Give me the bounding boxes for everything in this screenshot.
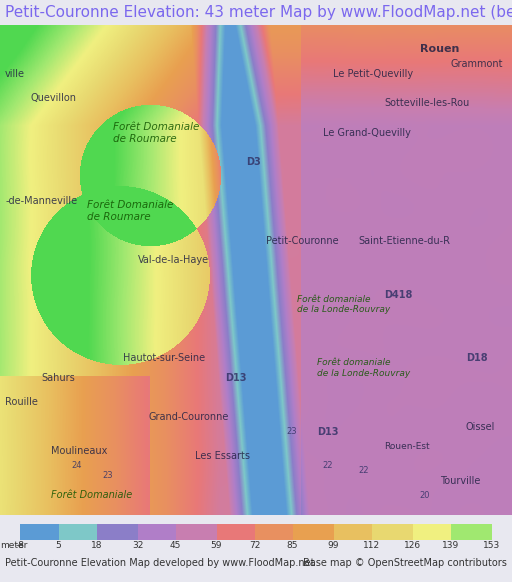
Text: 23: 23 — [102, 471, 113, 480]
Text: Grand-Couronne: Grand-Couronne — [148, 412, 229, 422]
Text: meter: meter — [0, 541, 27, 551]
Text: Forêt domaniale
de la Londe-Rouvray: Forêt domaniale de la Londe-Rouvray — [297, 294, 390, 314]
Text: 32: 32 — [132, 541, 143, 551]
Text: Grammont: Grammont — [451, 59, 503, 69]
Bar — [97, 524, 138, 540]
Bar — [138, 524, 176, 540]
Text: Sotteville-les-Rou: Sotteville-les-Rou — [384, 98, 470, 108]
Text: Oissel: Oissel — [466, 422, 495, 432]
Text: -8: -8 — [16, 541, 25, 551]
Bar — [254, 524, 292, 540]
Text: Quevillon: Quevillon — [31, 94, 77, 104]
Bar — [333, 524, 372, 540]
Text: Rouen-Est: Rouen-Est — [384, 442, 430, 451]
Bar — [413, 524, 451, 540]
Text: 99: 99 — [328, 541, 339, 551]
Text: Forêt Domaniale
de Roumare: Forêt Domaniale de Roumare — [113, 122, 199, 144]
Bar — [292, 524, 333, 540]
Text: 139: 139 — [442, 541, 459, 551]
Bar — [451, 524, 492, 540]
Text: 112: 112 — [363, 541, 380, 551]
Text: 72: 72 — [249, 541, 260, 551]
Text: Forêt domaniale
de la Londe-Rouvray: Forêt domaniale de la Londe-Rouvray — [317, 359, 411, 378]
Text: Les Essarts: Les Essarts — [195, 451, 249, 461]
Text: Rouen: Rouen — [420, 44, 459, 55]
Text: Moulineaux: Moulineaux — [51, 446, 108, 456]
Text: Forêt Domaniale: Forêt Domaniale — [51, 491, 133, 501]
Text: Rouille: Rouille — [5, 398, 38, 407]
Text: D13: D13 — [317, 427, 339, 436]
Text: Sahurs: Sahurs — [41, 373, 75, 383]
Text: Forêt Domaniale
de Roumare: Forêt Domaniale de Roumare — [87, 200, 174, 222]
Text: 5: 5 — [56, 541, 61, 551]
Text: Tourville: Tourville — [440, 475, 481, 486]
Bar — [58, 524, 97, 540]
Bar — [176, 524, 217, 540]
Text: 22: 22 — [323, 462, 333, 470]
Text: 126: 126 — [404, 541, 421, 551]
Text: ville: ville — [5, 69, 25, 79]
Text: 20: 20 — [420, 491, 431, 500]
Text: Val-de-la-Haye: Val-de-la-Haye — [138, 255, 209, 265]
Bar — [20, 524, 58, 540]
Text: Le Petit-Quevilly: Le Petit-Quevilly — [333, 69, 413, 79]
Text: D418: D418 — [384, 289, 412, 300]
Text: 22: 22 — [358, 466, 369, 475]
Text: D3: D3 — [246, 157, 261, 167]
Bar — [217, 524, 254, 540]
Text: Petit-Couronne: Petit-Couronne — [266, 236, 339, 246]
Text: Le Grand-Quevilly: Le Grand-Quevilly — [323, 128, 411, 138]
Text: D18: D18 — [466, 353, 487, 363]
Text: Hautot-sur-Seine: Hautot-sur-Seine — [123, 353, 205, 363]
Text: 153: 153 — [483, 541, 500, 551]
Text: 45: 45 — [170, 541, 181, 551]
Text: 85: 85 — [287, 541, 298, 551]
Text: Saint-Etienne-du-R: Saint-Etienne-du-R — [358, 236, 451, 246]
Text: -de-Manneville: -de-Manneville — [5, 196, 77, 207]
Text: 24: 24 — [72, 462, 82, 470]
Text: Base map © OpenStreetMap contributors: Base map © OpenStreetMap contributors — [303, 558, 507, 568]
Bar — [372, 524, 413, 540]
Text: Petit-Couronne Elevation: 43 meter Map by www.FloodMap.net (beta): Petit-Couronne Elevation: 43 meter Map b… — [5, 5, 512, 20]
Text: 18: 18 — [91, 541, 102, 551]
Text: Petit-Couronne Elevation Map developed by www.FloodMap.net: Petit-Couronne Elevation Map developed b… — [5, 558, 314, 568]
Text: 59: 59 — [211, 541, 222, 551]
Text: D13: D13 — [225, 373, 247, 383]
Text: 23: 23 — [287, 427, 297, 436]
